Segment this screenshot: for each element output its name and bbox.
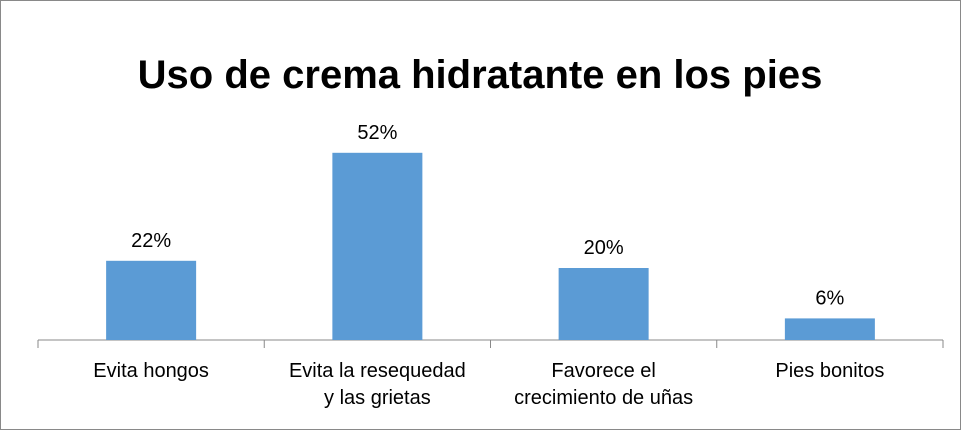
data-label: 52%: [357, 122, 397, 144]
bar: [106, 260, 197, 340]
bar: [332, 152, 423, 340]
chart-title: Uso de crema hidratante en los pies: [138, 53, 823, 97]
x-tick-label: Evita hongos: [93, 360, 209, 382]
data-label: 20%: [584, 237, 624, 259]
bar: [558, 268, 649, 340]
x-tick-label: Favorece el crecimiento de uñas: [514, 360, 694, 409]
x-tick-label: Pies bonitos: [775, 360, 885, 382]
data-label: 22%: [131, 230, 171, 252]
data-label: 6%: [815, 287, 844, 309]
x-tick-label: Evita la resequedad y las grietas: [288, 360, 466, 409]
bar: [784, 318, 875, 340]
